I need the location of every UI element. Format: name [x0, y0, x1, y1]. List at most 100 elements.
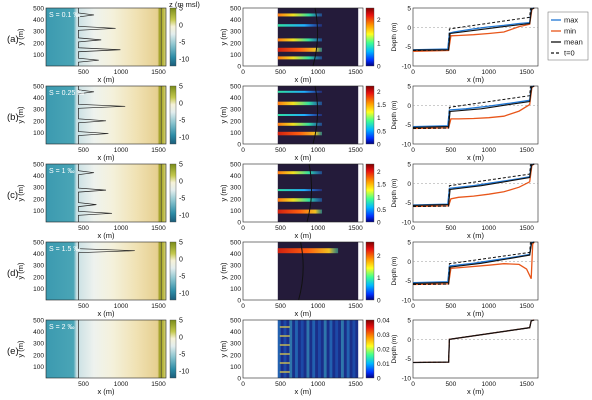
elevation-colorbar-tick: 5 [179, 6, 183, 13]
elevation-colorbar-tick: 0 [179, 23, 183, 30]
elevation-panel: S = 2 ‰ 100 200 300 400 500 y (m) 500 1000 1500 x … [16, 318, 189, 397]
elevation-x-axis-label: x (m) [97, 387, 115, 396]
shoreline-contour [78, 242, 135, 300]
elevation-x-tick-label: 1000 [114, 225, 129, 232]
elevation-colorbar [169, 85, 177, 145]
depth-y-tick-label: 100 [230, 208, 241, 215]
depth-y-tick-label: 0 [237, 64, 241, 71]
depth-colorbar-tick: 0.5 [377, 128, 386, 135]
elevation-y-tick-label: 100 [33, 364, 44, 371]
profile-x-tick-label: 1500 [519, 303, 534, 310]
depth-channel-stream [277, 90, 323, 93]
elevation-colorbar-tick: 5 [179, 162, 183, 169]
depth-x-axis-label: x (m) [294, 231, 312, 240]
depth-x-tick-label: 0 [241, 147, 245, 154]
depth-noise-spot [279, 335, 290, 337]
elevation-x-tick-label: 500 [78, 381, 89, 388]
depth-colorbar-tick: 1 [377, 115, 381, 122]
depth-panel: 0 100 200 300 400 500 y (m) 0 500 1000 1500 x (m) 0.… [219, 318, 398, 397]
profile-series-t-0 [412, 319, 535, 363]
depth-x-tick-label: 500 [275, 147, 286, 154]
profile-series-mean [412, 7, 535, 51]
depth-channel-stream [277, 189, 323, 192]
profile-x-tick-label: 1500 [519, 225, 534, 232]
profile-y-tick-label: 0 [407, 103, 411, 110]
elevation-colorbar-tick: 5 [179, 318, 183, 325]
elevation-x-tick-label: 1000 [114, 381, 129, 388]
depth-y-axis-label: y (m) [219, 184, 228, 202]
row-label: (d) [7, 268, 19, 279]
depth-colorbar-tick: 0 [377, 220, 381, 227]
elevation-colorbar-tick: 0 [179, 257, 183, 264]
elevation-y-tick-label: 200 [33, 274, 44, 281]
elevation-y-tick-label: 200 [33, 118, 44, 125]
depth-noise-band [277, 320, 281, 378]
elevation-y-tick-label: 500 [33, 162, 44, 169]
depth-x-tick-label: 500 [275, 69, 286, 76]
legend-entry: mean [564, 38, 583, 47]
slope-label: S = 0.1 ‰ [49, 12, 80, 19]
elevation-map [46, 8, 166, 66]
depth-channel-stream [277, 24, 323, 27]
profile-x-tick-label: 1500 [519, 69, 534, 76]
elevation-x-axis-label: x (m) [97, 75, 115, 84]
elevation-colorbar-tick: 0 [179, 179, 183, 186]
shoreline-contour [78, 164, 113, 222]
elevation-y-tick-label: 100 [33, 208, 44, 215]
profile-x-tick-label: 500 [445, 381, 456, 388]
elevation-y-tick-label: 400 [33, 251, 44, 258]
profile-x-axis-label: x (m) [467, 309, 485, 318]
elevation-y-tick-label: 300 [33, 341, 44, 348]
elevation-frame [45, 163, 167, 223]
depth-noise-spot [279, 344, 290, 346]
depth-noise-band [340, 320, 344, 378]
depth-y-axis-label: y (m) [219, 340, 228, 358]
elevation-y-tick-label: 400 [33, 173, 44, 180]
depth-channel-stream [277, 56, 323, 60]
depth-y-tick-label: 500 [230, 162, 241, 169]
depth-panel: 0 100 200 300 400 500 y (m) 0 500 1000 1500 x (m) 2 1… [219, 240, 398, 319]
elevation-y-tick-label: 500 [33, 240, 44, 247]
depth-y-tick-label: 300 [230, 341, 241, 348]
profile-series-min [412, 163, 535, 208]
depth-noise-spot [279, 326, 290, 328]
depth-noise-band [300, 320, 304, 378]
elevation-map [46, 164, 166, 222]
elevation-colorbar-tick: -10 [179, 369, 189, 376]
profile-panel: -10 -5 0 5 0 500 1000 1500 x (m) [402, 6, 539, 84]
elevation-y-tick-label: 200 [33, 40, 44, 47]
row-label: (e) [7, 346, 19, 357]
elevation-y-axis-label: y (m) [16, 106, 25, 124]
profile-series-mean [412, 241, 535, 284]
depth-x-tick-label: 500 [275, 303, 286, 310]
profile-panel: -10 -5 0 5 0 500 1000 1500 x (m) [402, 84, 539, 162]
profile-series-t-0 [412, 163, 535, 207]
depth-panel: 0 100 200 300 400 500 y (m) 0 500 1000 1500 x (m) 2 1… [219, 162, 398, 241]
depth-colorbar-tick: 1 [377, 40, 381, 47]
depth-colorbar-title: Depth (m) [391, 23, 398, 52]
depth-noise-band [346, 320, 350, 378]
depth-y-tick-label: 500 [230, 84, 241, 91]
profile-x-tick-label: 1000 [482, 147, 497, 154]
depth-colorbar [365, 85, 375, 145]
depth-noise-band [318, 320, 321, 378]
profile-y-tick-label: 0 [407, 337, 411, 344]
elevation-colorbar-tick: 5 [179, 240, 183, 247]
elevation-y-axis-label: y (m) [16, 340, 25, 358]
elevation-map [46, 86, 166, 144]
profile-x-tick-label: 500 [445, 303, 456, 310]
elevation-x-tick-label: 1500 [151, 225, 166, 232]
profile-y-tick-label: 5 [407, 318, 411, 325]
shoreline-contour [78, 86, 126, 144]
depth-y-tick-label: 0 [237, 142, 241, 149]
depth-channel-stream [277, 114, 323, 116]
elevation-y-axis-label: y (m) [16, 28, 25, 46]
profile-series-mean [412, 85, 535, 128]
depth-channel-stream [277, 131, 323, 136]
depth-colorbar-tick: 2 [377, 17, 381, 24]
depth-x-tick-label: 0 [241, 69, 245, 76]
depth-x-tick-label: 1500 [348, 381, 363, 388]
depth-y-tick-label: 100 [230, 52, 241, 59]
